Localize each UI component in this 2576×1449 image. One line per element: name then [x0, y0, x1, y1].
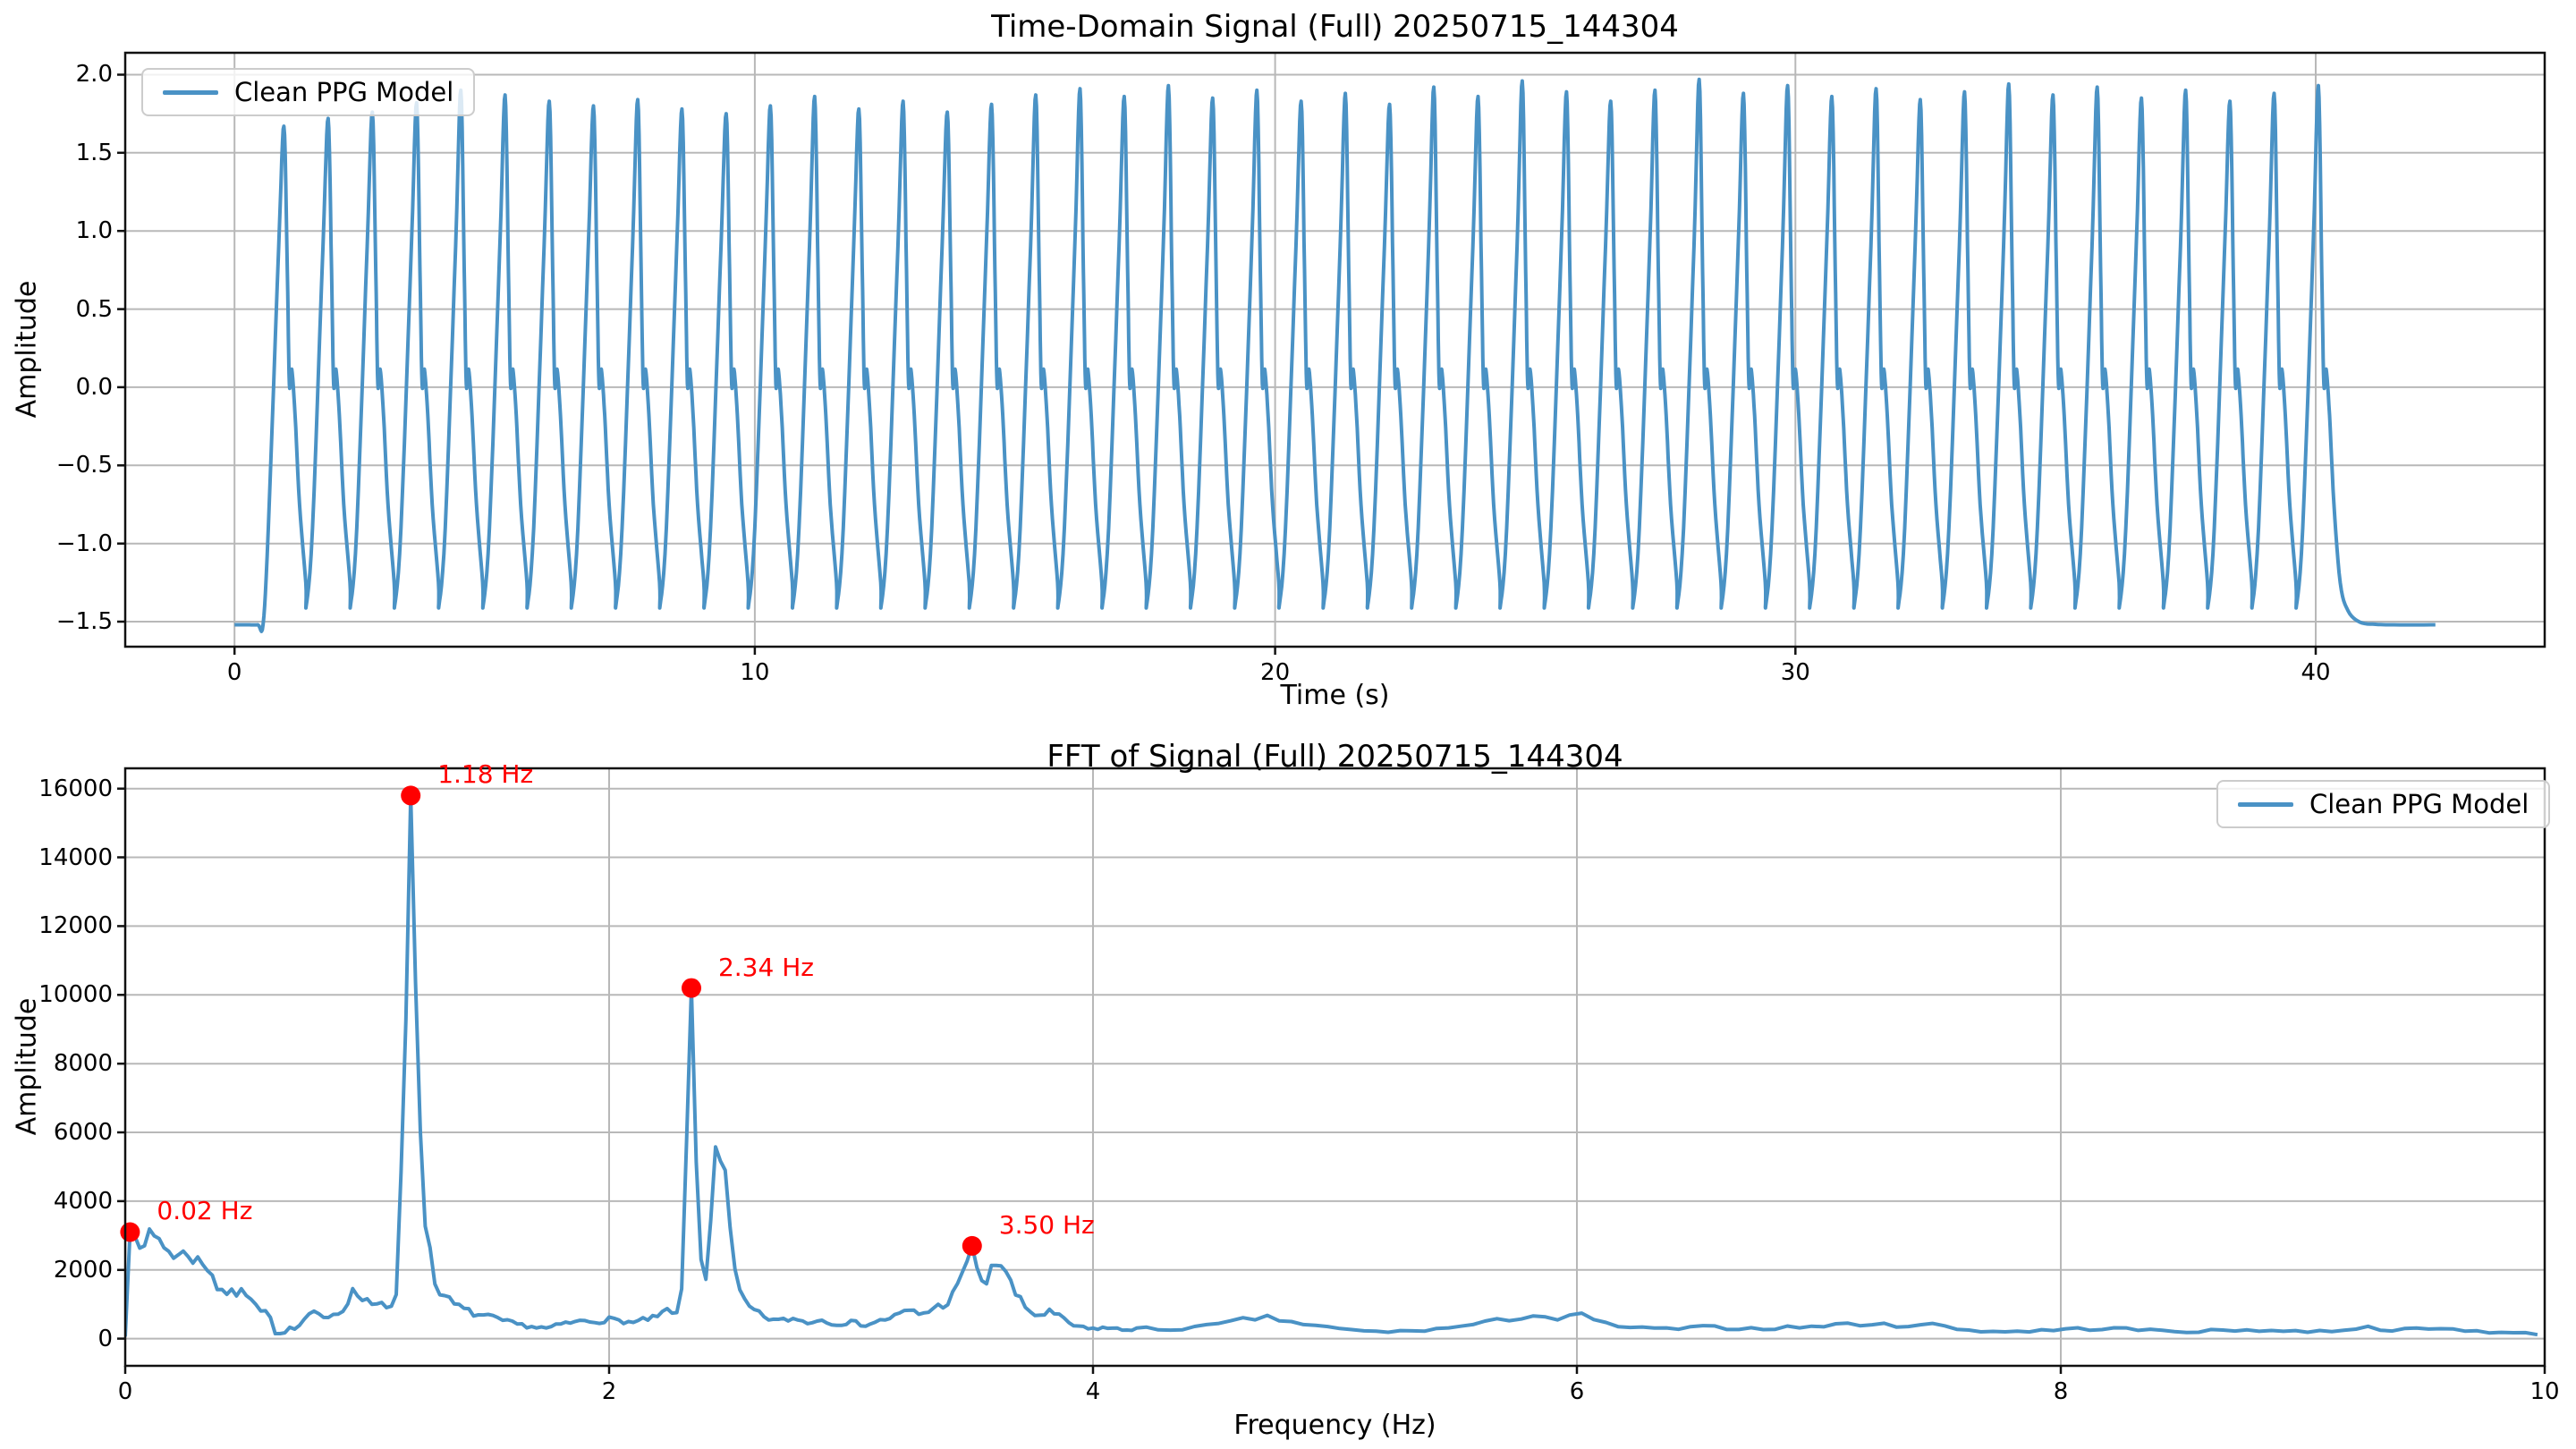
x-tick-label: 30: [1780, 659, 1810, 686]
y-tick-label: −1.5: [55, 608, 113, 636]
x-tick-label: 20: [1260, 659, 1291, 686]
y-tick-label: 0: [97, 1325, 113, 1352]
y-tick-label: 1.5: [75, 139, 113, 166]
x-tick-label: 4: [1085, 1378, 1101, 1405]
axes-spine: [123, 767, 2546, 1368]
peak-marker: [120, 1222, 140, 1242]
time-axis-label: Time (s): [1280, 680, 1390, 711]
peak-marker: [962, 1235, 982, 1256]
y-tick-label: 6000: [53, 1119, 113, 1147]
y-tick-label: 8000: [53, 1050, 113, 1078]
x-tick-label: 10: [740, 659, 770, 686]
y-tick-label: 0.5: [75, 295, 113, 323]
y-tick-label: −1.0: [55, 530, 113, 557]
x-tick-label: 6: [1569, 1378, 1585, 1405]
legend-line-sample: [163, 89, 218, 95]
peak-marker: [401, 785, 421, 806]
ppg-signal-line: [233, 77, 2436, 633]
y-tick-label: −0.5: [55, 452, 113, 479]
x-tick-label: 2: [601, 1378, 617, 1405]
x-tick-label: 0: [226, 659, 242, 686]
peak-annotation: 2.34 Hz: [717, 952, 814, 982]
legend-label: Clean PPG Model: [234, 77, 454, 107]
peak-marker: [682, 978, 701, 998]
frequency-axis-label: Frequency (Hz): [1233, 1410, 1436, 1441]
peak-annotation: 1.18 Hz: [437, 759, 534, 790]
y-tick-label: 2000: [53, 1256, 113, 1284]
y-tick-label: 1.0: [75, 217, 113, 245]
y-tick-label: 16000: [38, 775, 113, 802]
amplitude-axis-label-top: Amplitude: [11, 280, 43, 419]
legend-line-sample: [2238, 801, 2293, 807]
y-tick-label: 4000: [53, 1187, 113, 1215]
y-tick-label: 10000: [38, 981, 113, 1009]
time-domain-title: Time-Domain Signal (Full) 20250715_14430…: [991, 9, 1679, 45]
y-tick-label: 2.0: [75, 61, 113, 89]
x-tick-label: 40: [2301, 659, 2331, 686]
legend-time-domain: Clean PPG Model: [141, 68, 476, 116]
x-tick-label: 0: [117, 1378, 133, 1405]
y-tick-label: 12000: [38, 912, 113, 940]
y-tick-label: 0.0: [75, 373, 113, 401]
peak-annotation: 0.02 Hz: [157, 1196, 253, 1226]
y-tick-label: 14000: [38, 843, 113, 871]
axes-spine: [123, 51, 2546, 648]
x-tick-label: 8: [2053, 1378, 2069, 1405]
fft-spectrum-line: [125, 793, 2538, 1337]
legend-label: Clean PPG Model: [2309, 789, 2529, 819]
fft-title: FFT of Signal (Full) 20250715_144304: [1046, 739, 1623, 775]
peak-annotation: 3.50 Hz: [998, 1209, 1095, 1240]
x-tick-label: 10: [2529, 1378, 2560, 1405]
legend-fft: Clean PPG Model: [2216, 780, 2551, 828]
